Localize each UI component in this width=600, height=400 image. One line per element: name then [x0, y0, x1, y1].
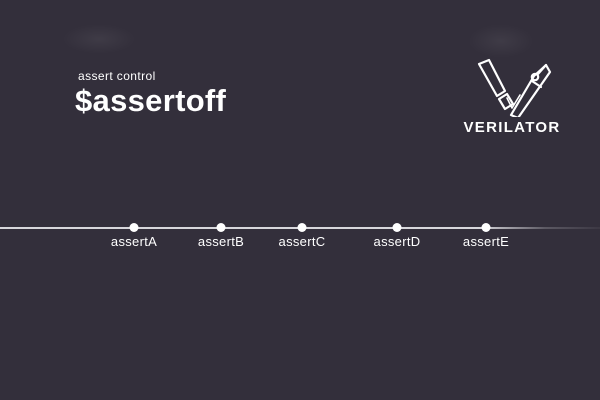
ghost-smudge-left [62, 24, 136, 54]
timeline-dot-assertB [216, 223, 226, 232]
timeline-dot-assertA [129, 223, 139, 232]
verilator-logo: VERILATOR [460, 45, 564, 136]
slide-eyebrow: assert control [78, 69, 156, 83]
timeline-label-assertD: assertD [373, 234, 421, 249]
verilator-wordmark: VERILATOR [463, 119, 561, 136]
timeline-label-assertA: assertA [110, 234, 158, 249]
timeline-dot-assertD [392, 223, 402, 232]
timeline-dot-assertE [481, 223, 491, 232]
timeline-label-assertC: assertC [278, 234, 326, 249]
timeline-label-assertE: assertE [462, 234, 510, 249]
verilator-v-pen-logo-icon [460, 45, 564, 117]
timeline-label-assertB: assertB [197, 234, 245, 249]
timeline-dot-assertC [297, 223, 307, 232]
page-title: $assertoff [75, 83, 227, 118]
